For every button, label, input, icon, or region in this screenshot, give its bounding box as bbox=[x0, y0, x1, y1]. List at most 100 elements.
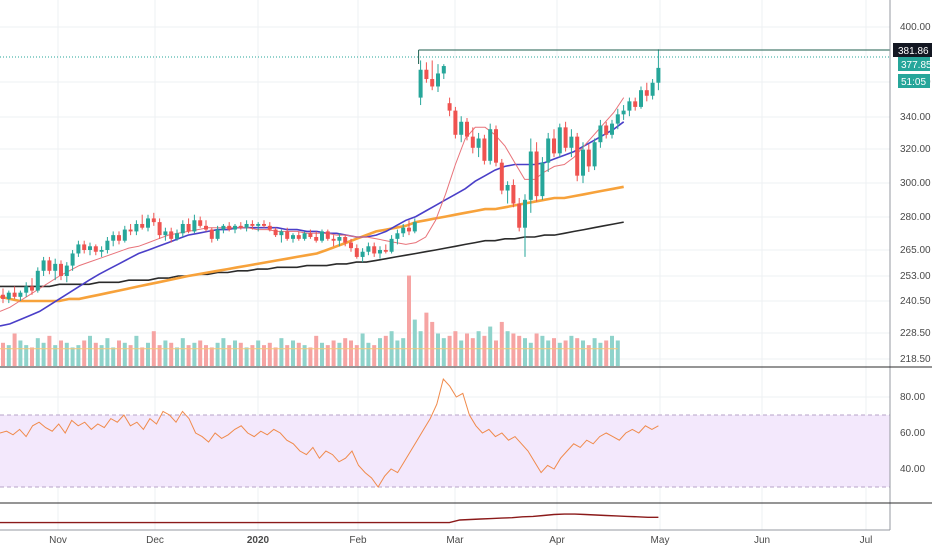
volume-bar bbox=[291, 340, 295, 366]
volume-bar bbox=[546, 340, 551, 366]
candle-body bbox=[198, 220, 203, 226]
volume-bar bbox=[35, 338, 40, 366]
lower-indicator bbox=[0, 513, 659, 524]
volume-bar bbox=[540, 335, 545, 366]
volume-bar bbox=[53, 345, 58, 366]
volume-bar bbox=[296, 342, 301, 366]
candle-body bbox=[314, 236, 319, 241]
candle-body bbox=[140, 223, 145, 228]
volume-bar bbox=[569, 335, 574, 366]
candle-body bbox=[320, 231, 324, 241]
volume-bar bbox=[76, 345, 81, 366]
candlesticks bbox=[1, 49, 661, 304]
candle-body bbox=[354, 248, 359, 257]
candle-body bbox=[395, 233, 400, 239]
time-tick-label: Jun bbox=[754, 535, 770, 546]
candle-body bbox=[482, 138, 487, 161]
candle-body bbox=[407, 227, 411, 232]
volume-bar bbox=[59, 340, 63, 366]
candle-body bbox=[134, 223, 139, 232]
last-price-badge bbox=[898, 57, 930, 71]
volume-bar bbox=[523, 338, 527, 366]
rsi-tick-label: 40.00 bbox=[900, 464, 925, 475]
candle-body bbox=[157, 222, 162, 236]
volume-bar bbox=[528, 342, 533, 366]
candle-body bbox=[93, 246, 98, 252]
candle-body bbox=[412, 222, 417, 232]
volume-bar bbox=[140, 347, 145, 366]
volume-bar bbox=[227, 345, 232, 366]
candle-body bbox=[122, 229, 127, 241]
price-lines bbox=[0, 49, 890, 64]
candle-body bbox=[88, 246, 92, 250]
candle-body bbox=[47, 260, 52, 271]
candle-body bbox=[215, 229, 220, 239]
candle-body bbox=[499, 162, 504, 191]
volume-bar bbox=[401, 338, 406, 366]
rsi-band bbox=[0, 414, 890, 488]
price-axis[interactable]: 400.00360.00340.00320.00300.00280.00265.… bbox=[893, 22, 932, 475]
time-tick-label: Apr bbox=[549, 535, 565, 546]
candle-body bbox=[256, 223, 261, 226]
volume-bar bbox=[215, 342, 220, 366]
time-tick-label: Feb bbox=[349, 535, 367, 546]
volume-bar bbox=[436, 333, 440, 366]
candle-body bbox=[627, 101, 632, 111]
volume-bar bbox=[88, 335, 92, 366]
candle-body bbox=[128, 229, 133, 232]
candle-body bbox=[146, 218, 150, 228]
candle-body bbox=[337, 236, 342, 241]
candle-body bbox=[592, 142, 597, 167]
candle-body bbox=[644, 90, 649, 96]
candle-body bbox=[476, 138, 481, 148]
volume-bar bbox=[447, 335, 452, 366]
price-tick-label: 280.00 bbox=[900, 212, 931, 223]
volume-bar bbox=[557, 342, 562, 366]
rsi-series bbox=[0, 377, 659, 488]
volume-bar bbox=[128, 345, 133, 366]
volume-bar bbox=[64, 342, 69, 366]
candle-body bbox=[267, 225, 272, 230]
volume-bar bbox=[517, 335, 522, 366]
volume-bar bbox=[24, 345, 29, 366]
candle-body bbox=[273, 229, 278, 236]
volume-bar bbox=[552, 338, 556, 366]
candle-body bbox=[30, 286, 34, 291]
volume-bar bbox=[47, 335, 52, 366]
rsi-line bbox=[0, 377, 659, 488]
price-tick-label: 400.00 bbox=[900, 22, 931, 33]
ma-mid-line bbox=[0, 121, 625, 327]
volume-bar bbox=[70, 347, 75, 366]
candle-body bbox=[610, 123, 614, 135]
volume-bar bbox=[320, 342, 324, 366]
price-tick-label: 320.00 bbox=[900, 144, 931, 155]
candle-body bbox=[175, 233, 179, 239]
candle-body bbox=[552, 138, 556, 154]
volume-bar bbox=[592, 338, 597, 366]
high-price-badge bbox=[893, 43, 932, 57]
rsi-band-fill bbox=[0, 415, 890, 487]
volume-bar bbox=[279, 338, 284, 366]
volume-bar bbox=[465, 333, 469, 366]
candle-body bbox=[546, 138, 551, 163]
volume-bar bbox=[82, 340, 87, 366]
volume-bar bbox=[308, 347, 313, 366]
candle-body bbox=[604, 125, 609, 135]
candle-body bbox=[424, 69, 429, 80]
ma-fast-line bbox=[0, 97, 625, 312]
time-axis[interactable]: Nov Dec 2020 Feb Mar Apr May Jun Jul bbox=[49, 535, 872, 546]
price-tick-label: 265.00 bbox=[900, 245, 931, 256]
candle-body bbox=[389, 238, 394, 252]
volume-bar bbox=[134, 335, 139, 366]
candle-body bbox=[221, 225, 226, 230]
volume-bar bbox=[314, 335, 319, 366]
volume-bar bbox=[6, 345, 11, 366]
candle-body bbox=[523, 199, 527, 228]
candle-body bbox=[76, 244, 81, 254]
volume-bar bbox=[256, 340, 261, 366]
volume-bar bbox=[575, 338, 580, 366]
candle-body bbox=[180, 223, 185, 234]
volume-bar bbox=[412, 319, 417, 366]
